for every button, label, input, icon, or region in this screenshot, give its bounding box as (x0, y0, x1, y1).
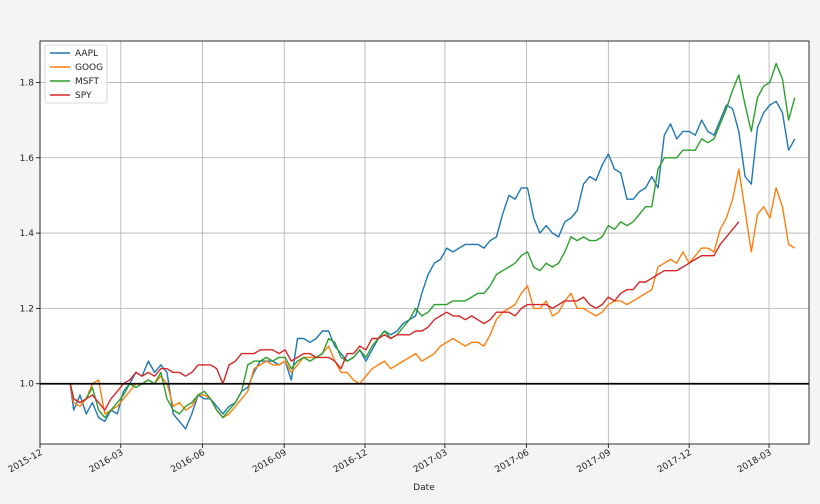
grid-lines (39, 41, 809, 444)
series-line-goog (69, 168, 796, 419)
series-line-msft (69, 62, 796, 419)
x-tick-label: 2016-09 (251, 448, 289, 476)
x-tick-label: 2017-06 (494, 448, 532, 476)
x-tick-label: 2017-12 (656, 448, 694, 475)
x-axis-title: Date (413, 483, 435, 493)
x-tick-label: 2016-12 (332, 448, 370, 475)
y-tick-label: 1.8 (20, 78, 35, 88)
y-tick-label: 1.6 (20, 154, 35, 164)
series-line-spy (69, 221, 740, 411)
y-tick-label: 1.0 (20, 380, 35, 390)
y-tick-label: 1.4 (20, 229, 35, 239)
x-tick-label: 2017-03 (412, 448, 450, 475)
x-tick-label: 2016-06 (169, 448, 207, 476)
legend-label-goog: GOOG (75, 63, 103, 73)
series-line-aapl (69, 100, 796, 430)
plot-frame (39, 40, 810, 445)
x-tick-label: 2016-03 (88, 448, 126, 475)
y-tick-label: 1.2 (20, 304, 34, 314)
y-axis: 1.0 1.2 1.4 1.6 1.8 (20, 78, 40, 390)
legend-label-aapl: AAPL (75, 49, 98, 59)
legend-label-msft: MSFT (75, 77, 99, 87)
x-tick-label: 2015-12 (7, 448, 45, 475)
series-lines (69, 62, 796, 430)
legend-box (44, 44, 108, 104)
x-axis: 2015-12 2016-03 2016-06 2016-09 2016-12 2017-… (7, 444, 774, 475)
legend: AAPL GOOG MSFT SPY (44, 44, 108, 104)
legend-label-spy: SPY (75, 91, 92, 101)
x-tick-label: 2017-09 (575, 448, 613, 476)
x-tick-label: 2018-03 (736, 448, 774, 475)
